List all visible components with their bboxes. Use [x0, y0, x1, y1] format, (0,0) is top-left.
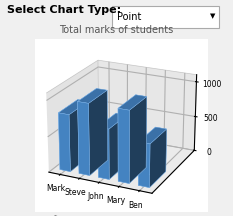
Text: ▼: ▼ — [210, 14, 215, 19]
FancyBboxPatch shape — [112, 6, 219, 28]
Text: Point: Point — [116, 11, 141, 22]
Text: Select Chart Type:: Select Chart Type: — [7, 5, 121, 15]
X-axis label: Student Name: Student Name — [51, 215, 112, 216]
Text: Total marks of students: Total marks of students — [59, 25, 174, 35]
